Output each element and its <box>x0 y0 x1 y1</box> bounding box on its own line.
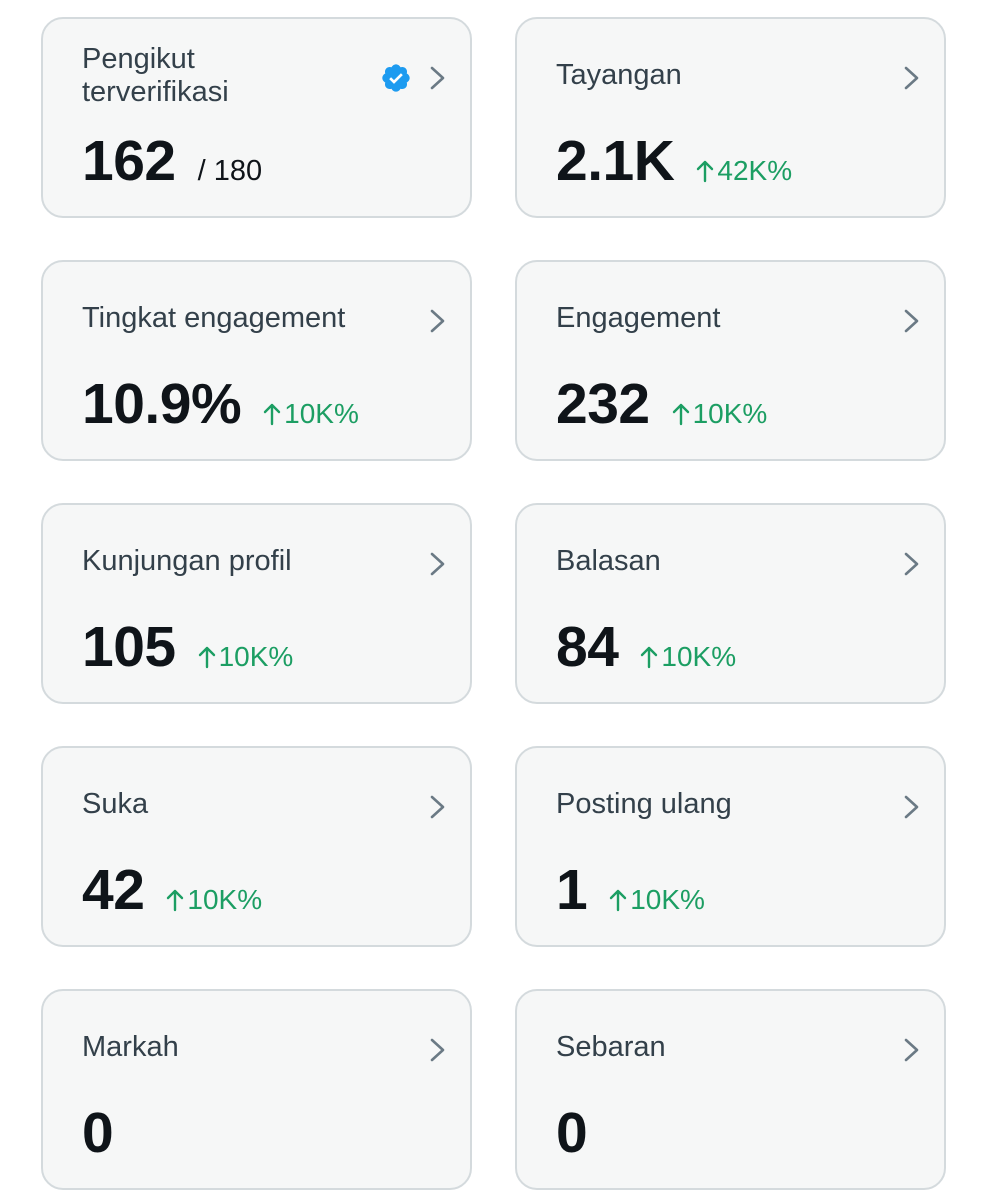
metric-change: 10K% <box>166 884 262 916</box>
chevron-right-icon[interactable] <box>428 65 448 91</box>
metric-label: Tingkat engagement <box>82 302 346 334</box>
chevron-right-icon[interactable] <box>902 551 922 577</box>
metric-change-value: 10K% <box>692 398 768 429</box>
metric-change-value: 42K% <box>717 155 793 186</box>
metric-value: 2.1K <box>556 129 675 193</box>
metric-change-value: 10K% <box>284 398 359 429</box>
metric-card-verified-followers[interactable]: Pengikut terverifikasi 162 / 180 <box>41 17 472 218</box>
metric-card-engagement-rate[interactable]: Tingkat engagement 10.9% 10K% <box>41 260 472 461</box>
metric-value: 162 <box>82 129 176 193</box>
metric-change: 10K% <box>609 884 705 916</box>
metric-card-impressions[interactable]: Tayangan 2.1K 42K% <box>515 17 946 218</box>
chevron-right-icon[interactable] <box>902 1037 922 1063</box>
metric-card-reposts[interactable]: Posting ulang 1 10K% <box>515 746 946 947</box>
chevron-right-icon[interactable] <box>428 1037 448 1063</box>
metric-card-replies[interactable]: Balasan 84 10K% <box>515 503 946 704</box>
metric-card-profile-visits[interactable]: Kunjungan profil 105 10K% <box>41 503 472 704</box>
metric-label: Pengikut terverifikasi <box>82 43 229 108</box>
metric-value-row: 2.1K 42K% <box>556 131 792 191</box>
metric-change-value: 10K% <box>630 884 705 915</box>
metric-change-value: 10K% <box>218 641 294 672</box>
metric-value-row: 162 / 180 <box>82 131 262 191</box>
metric-value: 1 <box>556 858 588 922</box>
metric-label: Engagement <box>556 302 721 334</box>
metric-change: 10K% <box>672 398 768 430</box>
chevron-right-icon[interactable] <box>428 308 448 334</box>
metric-value: 84 <box>556 615 619 679</box>
metric-label: Tayangan <box>556 59 682 91</box>
metric-value: 0 <box>82 1101 114 1165</box>
metric-value-row: 1 10K% <box>556 860 705 920</box>
chevron-right-icon[interactable] <box>428 551 448 577</box>
metric-value-row: 84 10K% <box>556 617 736 677</box>
verified-badge-icon <box>382 64 410 92</box>
metric-change: 10K% <box>640 641 736 673</box>
metric-card-engagements[interactable]: Engagement 232 10K% <box>515 260 946 461</box>
metric-change: 10K% <box>263 398 359 430</box>
metric-label: Sebaran <box>556 1031 666 1063</box>
metric-change: 10K% <box>198 641 294 673</box>
chevron-right-icon[interactable] <box>902 65 922 91</box>
arrow-up-icon <box>198 646 215 669</box>
arrow-up-icon <box>672 403 689 426</box>
metric-card-bookmarks[interactable]: Markah 0 <box>41 989 472 1190</box>
metric-value: 105 <box>82 615 176 679</box>
metric-value-row: 0 <box>556 1101 588 1165</box>
chevron-right-icon[interactable] <box>902 794 922 820</box>
metric-label: Suka <box>82 788 149 820</box>
metric-value: 10.9% <box>82 372 242 436</box>
chevron-right-icon[interactable] <box>902 308 922 334</box>
metric-value-row: 105 10K% <box>82 617 293 677</box>
metric-value-row: 232 10K% <box>556 374 767 434</box>
metric-change-value: 10K% <box>661 641 737 672</box>
metric-value: 0 <box>556 1101 588 1165</box>
metric-label: Posting ulang <box>556 788 732 820</box>
metric-card-likes[interactable]: Suka 42 10K% <box>41 746 472 947</box>
metric-value: 232 <box>556 372 650 436</box>
chevron-right-icon[interactable] <box>428 794 448 820</box>
arrow-up-icon <box>167 889 184 912</box>
metric-label: Balasan <box>556 545 661 577</box>
metric-card-shares[interactable]: Sebaran 0 <box>515 989 946 1190</box>
metric-change-value: 10K% <box>187 884 263 915</box>
metric-value-row: 0 <box>82 1101 114 1165</box>
metric-change: 42K% <box>696 155 792 187</box>
arrow-up-icon <box>263 403 281 426</box>
metric-label: Kunjungan profil <box>82 545 292 577</box>
arrow-up-icon <box>697 160 714 183</box>
metric-value-row: 10.9% 10K% <box>82 374 359 434</box>
metric-label: Markah <box>82 1031 179 1063</box>
metric-total: / 180 <box>197 155 263 187</box>
metric-value: 42 <box>82 858 145 922</box>
arrow-up-icon <box>641 646 658 669</box>
arrow-up-icon <box>610 889 627 912</box>
metric-value-row: 42 10K% <box>82 860 262 920</box>
